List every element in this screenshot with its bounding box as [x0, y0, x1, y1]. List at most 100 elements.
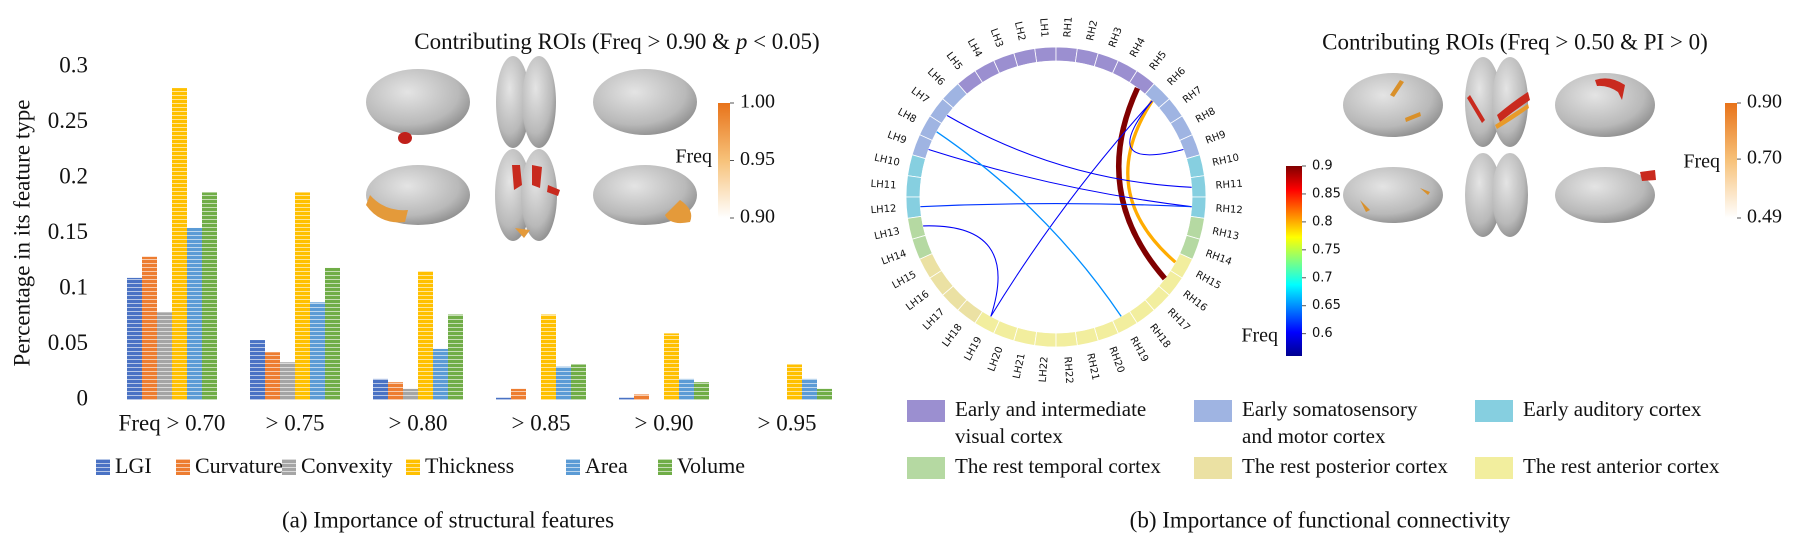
inset-title-part: < 0.05)	[747, 29, 819, 54]
chord-edge	[1129, 100, 1184, 156]
node-label: LH6	[925, 67, 947, 89]
colorbar-tick-label: 0.6	[1312, 326, 1333, 341]
inset-title: Contributing ROIs (Freq > 0.90 & p < 0.0…	[414, 29, 819, 54]
caption: (b) Importance of functional connectivit…	[1130, 507, 1511, 532]
bar	[265, 352, 280, 400]
bar	[541, 314, 556, 400]
node-label: LH15	[891, 269, 919, 291]
node-label: RH16	[1180, 289, 1208, 314]
node-label: LH8	[896, 107, 918, 126]
colorbar-b	[1725, 103, 1737, 218]
node-label: LH21	[1012, 352, 1028, 380]
chord-edge	[928, 148, 1192, 208]
node-label: LH5	[944, 50, 964, 72]
node-label: RH8	[1194, 106, 1218, 126]
node-label: LH13	[873, 226, 901, 242]
x-tick-label: > 0.85	[512, 410, 571, 435]
y-tick-label: 0	[77, 385, 89, 410]
colorbar-tick-label: 0.85	[1312, 186, 1341, 201]
colorbar-tick-label: 0.65	[1312, 298, 1341, 313]
bar	[556, 366, 571, 400]
legend-swatch	[176, 459, 190, 475]
bar	[511, 388, 526, 400]
bar	[664, 333, 679, 400]
node-label: LH11	[870, 179, 897, 192]
ring-segment	[907, 154, 927, 179]
legend-swatch	[282, 459, 296, 475]
bar	[202, 192, 217, 400]
node-label: LH17	[921, 307, 947, 333]
node-label: LH14	[880, 248, 908, 267]
node-label: LH3	[988, 27, 1005, 49]
node-label: RH1	[1062, 16, 1074, 38]
bar	[433, 348, 448, 400]
inset-title: Contributing ROIs (Freq > 0.50 & PI > 0)	[1322, 29, 1708, 54]
chord-edge	[946, 115, 1192, 188]
legend-swatch	[907, 400, 945, 422]
bar	[448, 314, 463, 400]
colorbar-tick-label: 0.70	[1747, 147, 1782, 169]
legend-swatch	[1475, 400, 1513, 422]
bar	[295, 192, 310, 400]
legend-label: Early and intermediate	[955, 397, 1146, 421]
chord-edge	[1116, 86, 1167, 281]
ring-segment	[1055, 331, 1078, 348]
node-label: LH19	[963, 335, 985, 363]
node-label: LH12	[870, 203, 897, 216]
chord-edge	[1126, 99, 1177, 264]
y-tick-label: 0.25	[48, 108, 88, 133]
bar	[619, 397, 634, 400]
colorbar-chord	[1286, 166, 1302, 356]
bar	[325, 267, 340, 400]
chord-edge	[990, 100, 1153, 317]
legend-swatch	[1194, 400, 1232, 422]
caption: (a) Importance of structural features	[282, 507, 614, 532]
legend-swatch	[406, 459, 420, 475]
ring-segment	[1034, 331, 1057, 348]
node-label: RH15	[1194, 269, 1223, 292]
bar	[310, 302, 325, 400]
node-label: LH10	[873, 153, 901, 169]
colorbar-tick-label: 0.49	[1747, 206, 1782, 228]
bar	[388, 382, 403, 400]
colorbar-label: Freq	[1683, 151, 1720, 173]
legend-swatch	[96, 459, 110, 475]
colorbar-tick-label: 1.00	[740, 91, 775, 113]
y-tick-label: 0.2	[59, 163, 88, 188]
legend-label: Area	[585, 453, 628, 478]
node-label: RH12	[1215, 203, 1243, 216]
chord-edge	[920, 202, 1192, 208]
x-tick-label: Freq > 0.70	[119, 410, 226, 435]
bar	[496, 397, 511, 400]
legend-swatch	[658, 459, 672, 475]
node-label: LH18	[941, 322, 965, 349]
node-label: RH13	[1211, 226, 1240, 243]
colorbar-tick-label: 0.90	[740, 206, 775, 228]
legend-label: The rest temporal cortex	[955, 454, 1161, 478]
colorbar-a	[718, 103, 730, 218]
node-label: RH20	[1106, 345, 1126, 374]
colorbar-label: Freq	[675, 146, 712, 168]
bar	[802, 378, 817, 400]
chord-edge	[923, 225, 999, 317]
bar	[280, 362, 295, 400]
bar	[571, 364, 586, 400]
bar	[157, 312, 172, 400]
colorbar-tick-label: 0.75	[1312, 242, 1341, 257]
legend-swatch	[1475, 457, 1513, 479]
ring-segment	[905, 175, 922, 198]
bar	[403, 388, 418, 400]
ring-segment	[905, 196, 922, 219]
ring-segment	[1034, 46, 1057, 63]
bar	[142, 256, 157, 400]
legend-swatch	[566, 459, 580, 475]
node-label: RH11	[1215, 179, 1243, 192]
node-label: LH7	[909, 85, 931, 105]
legend-label: Volume	[677, 453, 745, 478]
legend-swatch	[1194, 457, 1232, 479]
node-label: RH21	[1084, 352, 1101, 381]
node-label: RH3	[1107, 26, 1125, 49]
inset-title-part: Contributing ROIs (Freq > 0.90 &	[414, 29, 736, 54]
node-label: RH6	[1166, 66, 1189, 89]
